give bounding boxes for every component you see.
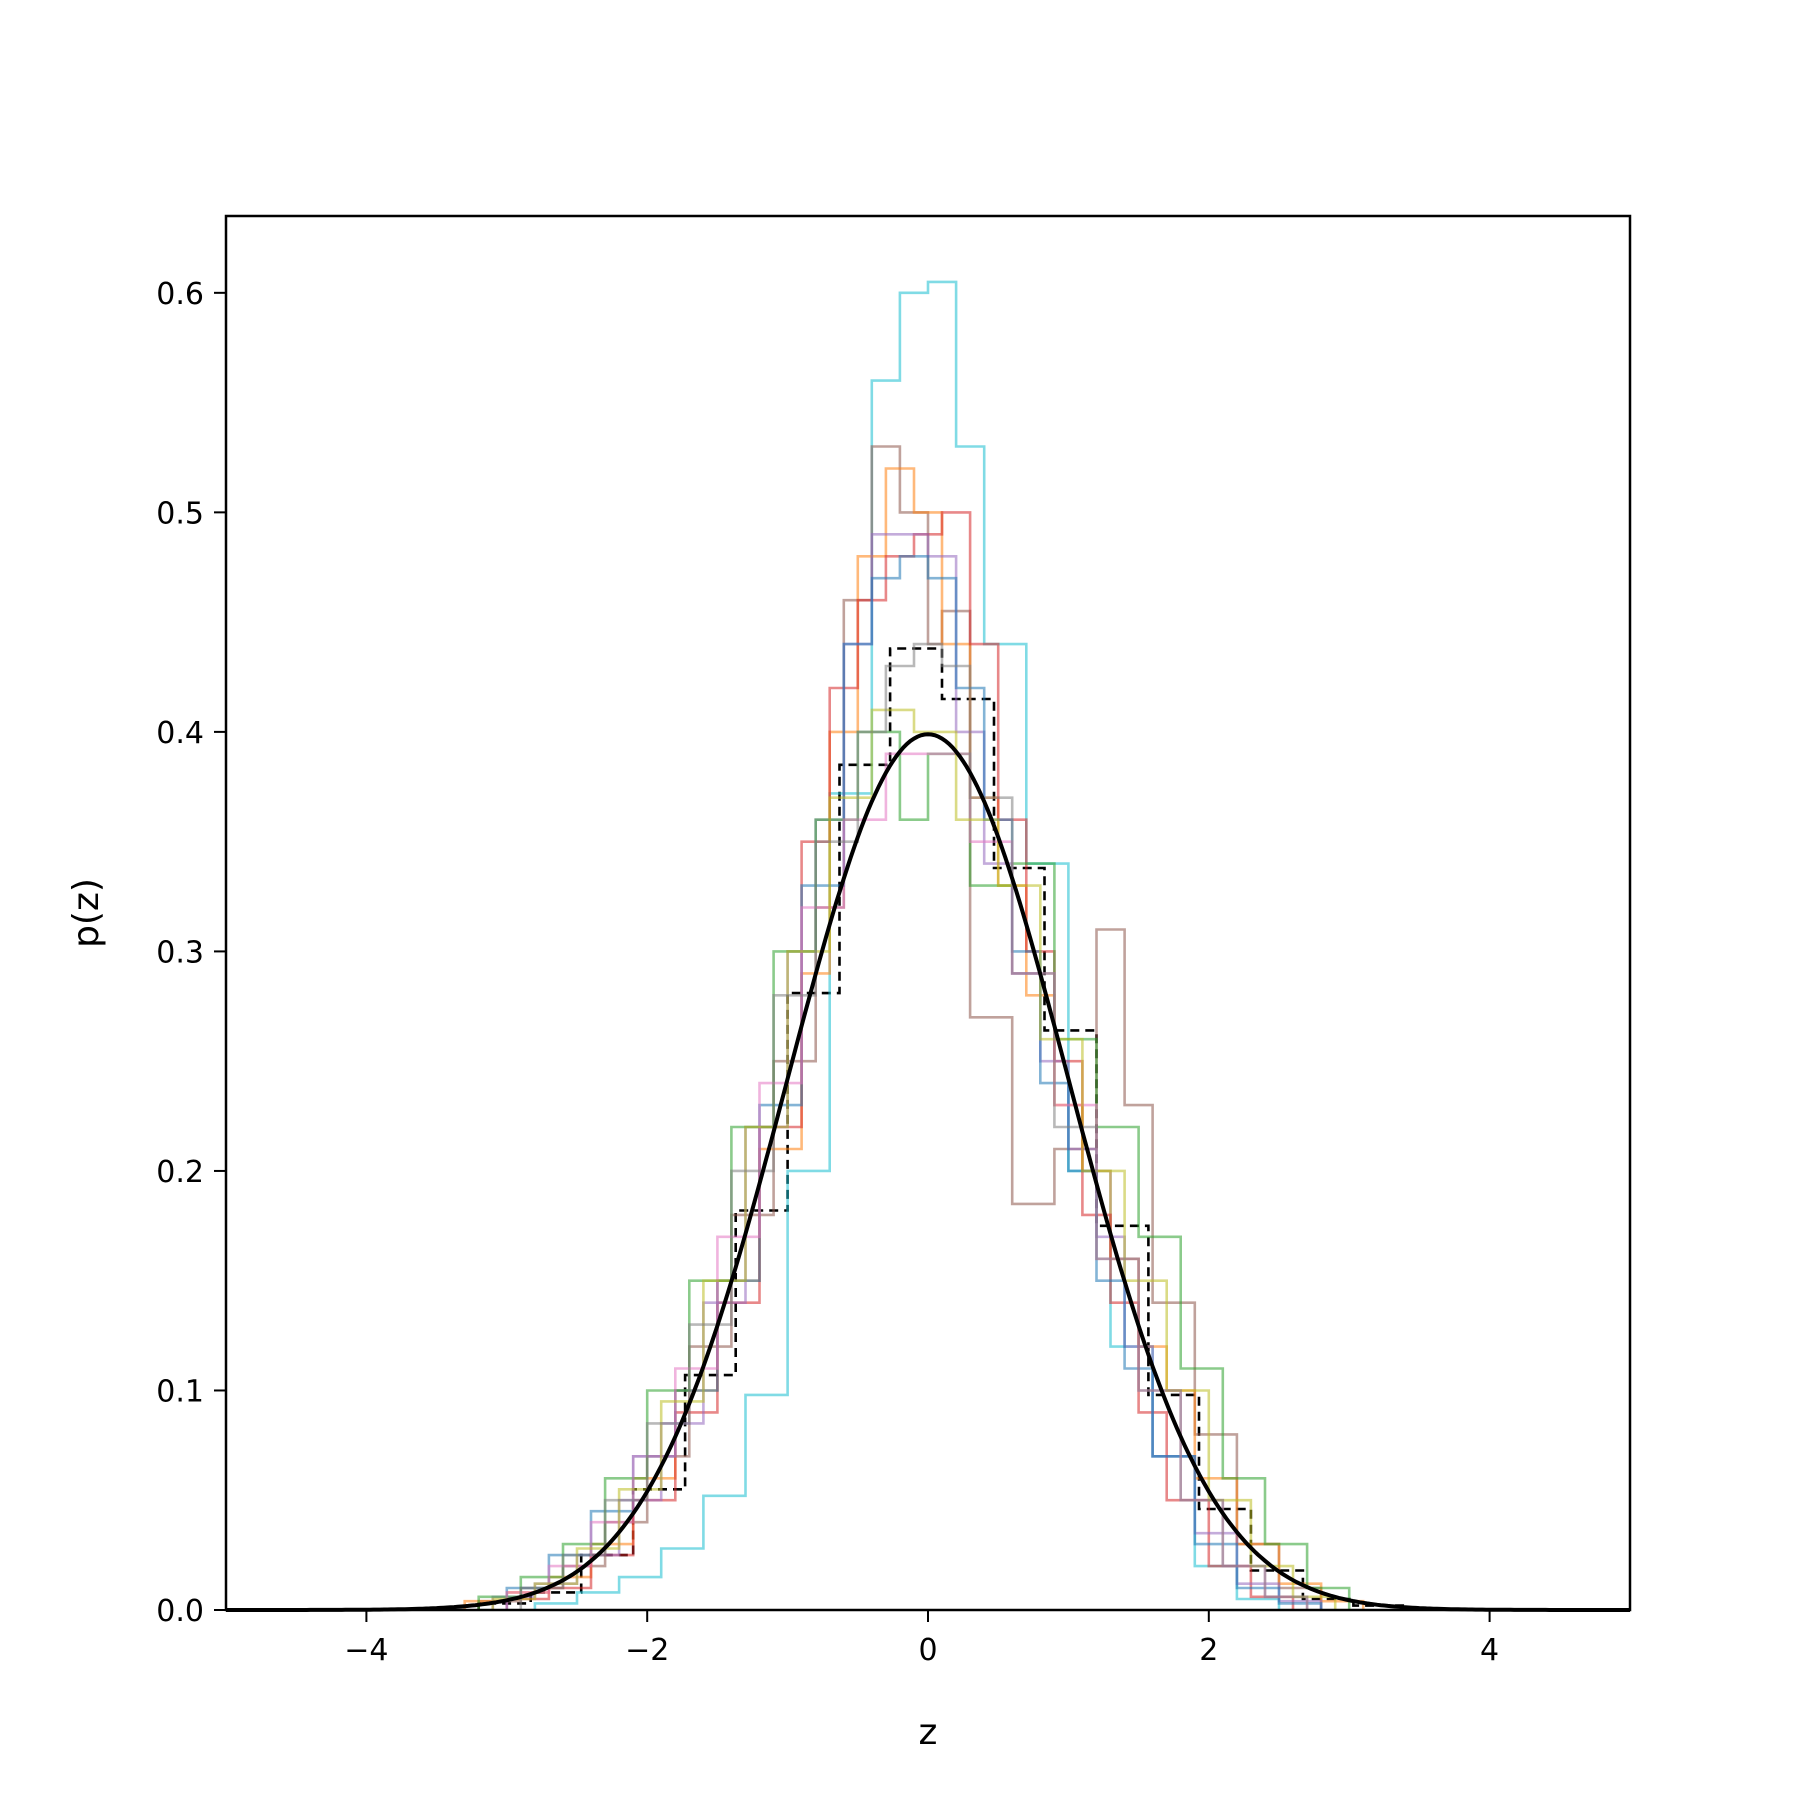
- y-tick-label: 0.5: [156, 496, 204, 531]
- x-tick-label: 0: [918, 1633, 937, 1668]
- y-axis-label: p(z): [66, 878, 107, 948]
- y-tick-label: 0.2: [156, 1155, 204, 1190]
- histogram-series-7: [477, 730, 1351, 1610]
- x-axis-label: z: [919, 1712, 938, 1753]
- y-tick-label: 0.1: [156, 1374, 204, 1409]
- x-axis-ticks: −4 −2 0 2 4: [344, 1610, 1499, 1668]
- x-tick-label: −2: [625, 1633, 669, 1668]
- plot-area-frame: [224, 214, 1632, 1612]
- histogram-series-8: [505, 752, 1309, 1610]
- x-tick-label: 4: [1480, 1633, 1499, 1668]
- histogram-series-4: [505, 511, 1295, 1610]
- histogram-series-0: [477, 647, 1407, 1610]
- histogram-series-5: [491, 533, 1323, 1610]
- normal-pdf-curve: [226, 732, 1630, 1612]
- histogram-series-9: [491, 708, 1337, 1610]
- x-tick-label: 2: [1199, 1633, 1218, 1668]
- histogram-series-group: [463, 280, 1407, 1610]
- y-tick-label: 0.6: [156, 277, 204, 312]
- reference-curve-group: [226, 732, 1630, 1612]
- y-tick-label: 0.3: [156, 935, 204, 970]
- y-tick-label: 0.4: [156, 716, 204, 751]
- histogram-series-3: [463, 467, 1365, 1610]
- y-tick-label: 0.0: [156, 1594, 204, 1629]
- histogram-series-10: [519, 642, 1309, 1610]
- x-tick-label: −4: [344, 1633, 388, 1668]
- y-axis-ticks: 0.0 0.1 0.2 0.3 0.4 0.5 0.6: [156, 277, 226, 1629]
